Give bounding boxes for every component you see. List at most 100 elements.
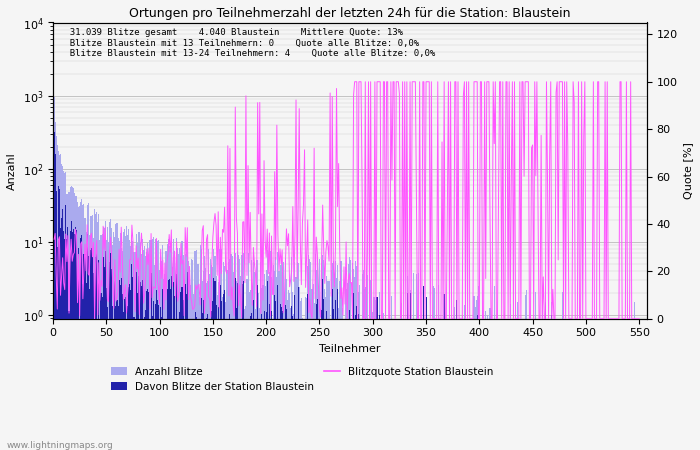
- Bar: [447, 391, 448, 450]
- Bar: [321, 263, 322, 450]
- Bar: [290, 308, 291, 450]
- Bar: [276, 361, 277, 450]
- Bar: [393, 375, 395, 450]
- Bar: [71, 232, 73, 450]
- Bar: [93, 238, 94, 450]
- Bar: [103, 227, 104, 450]
- Bar: [237, 283, 238, 450]
- Bar: [605, 328, 606, 450]
- Bar: [262, 366, 263, 450]
- Bar: [344, 355, 346, 450]
- Bar: [393, 375, 395, 450]
- Bar: [224, 290, 225, 450]
- Bar: [342, 308, 344, 450]
- Bar: [260, 261, 261, 450]
- Bar: [605, 328, 606, 450]
- Blitzquote Station Blaustein: [316, 315, 325, 320]
- Bar: [197, 326, 199, 450]
- Bar: [88, 203, 89, 450]
- Bar: [75, 196, 76, 450]
- Bar: [353, 269, 354, 450]
- Bar: [174, 296, 175, 450]
- Bar: [273, 337, 274, 450]
- Bar: [157, 300, 158, 450]
- Bar: [267, 281, 268, 450]
- Bar: [433, 286, 434, 450]
- Bar: [270, 393, 271, 450]
- Bar: [297, 262, 298, 450]
- Bar: [291, 306, 293, 450]
- Bar: [319, 356, 320, 450]
- Bar: [241, 255, 242, 450]
- Bar: [223, 261, 224, 450]
- Bar: [109, 262, 110, 450]
- Bar: [194, 251, 195, 450]
- Bar: [148, 254, 150, 450]
- Bar: [56, 191, 57, 450]
- Bar: [167, 279, 169, 450]
- Bar: [104, 267, 105, 450]
- Bar: [187, 242, 188, 450]
- Bar: [148, 292, 150, 450]
- Bar: [238, 255, 239, 450]
- Bar: [171, 244, 172, 450]
- Bar: [326, 275, 328, 450]
- Bar: [102, 234, 103, 450]
- Bar: [210, 259, 211, 450]
- Bar: [270, 252, 271, 450]
- Bar: [248, 338, 250, 450]
- Bar: [62, 166, 63, 450]
- Bar: [322, 279, 323, 450]
- Bar: [125, 297, 126, 450]
- Bar: [80, 202, 81, 450]
- Bar: [374, 297, 375, 450]
- Bar: [277, 252, 279, 450]
- Bar: [238, 347, 239, 450]
- Bar: [370, 280, 371, 450]
- Blitzquote Station Blaustein: [275, 268, 284, 274]
- Bar: [156, 256, 157, 450]
- Bar: [220, 285, 221, 450]
- Bar: [272, 420, 273, 450]
- Bar: [335, 261, 336, 450]
- Bar: [432, 329, 433, 450]
- Bar: [134, 252, 136, 450]
- Bar: [344, 266, 346, 450]
- Bar: [163, 279, 164, 450]
- Bar: [85, 232, 87, 450]
- Bar: [348, 323, 349, 450]
- Bar: [111, 228, 112, 450]
- Bar: [73, 229, 74, 450]
- Bar: [323, 260, 324, 450]
- Bar: [275, 301, 276, 450]
- Bar: [122, 312, 124, 450]
- Bar: [442, 294, 444, 450]
- Bar: [285, 305, 286, 450]
- Bar: [83, 254, 85, 450]
- Blitzquote Station Blaustein: [567, 316, 575, 321]
- Bar: [375, 300, 377, 450]
- Bar: [383, 313, 384, 450]
- Bar: [364, 289, 365, 450]
- Bar: [304, 406, 305, 450]
- Bar: [59, 155, 60, 450]
- Bar: [158, 305, 159, 450]
- Bar: [357, 415, 358, 450]
- Bar: [351, 320, 352, 450]
- Bar: [218, 307, 219, 450]
- Bar: [177, 331, 178, 450]
- Bar: [450, 321, 451, 450]
- Bar: [400, 310, 401, 450]
- Legend: Anzahl Blitze, Davon Blitze der Station Blaustein, Blitzquote Station Blaustein: Anzahl Blitze, Davon Blitze der Station …: [107, 363, 498, 396]
- Bar: [230, 334, 232, 450]
- Bar: [357, 332, 358, 450]
- Bar: [475, 300, 477, 450]
- Bar: [306, 297, 307, 450]
- Bar: [105, 221, 106, 450]
- Bar: [503, 360, 505, 450]
- Bar: [159, 358, 160, 450]
- Bar: [202, 281, 203, 450]
- Bar: [219, 249, 220, 450]
- Bar: [118, 242, 120, 450]
- Bar: [337, 289, 338, 450]
